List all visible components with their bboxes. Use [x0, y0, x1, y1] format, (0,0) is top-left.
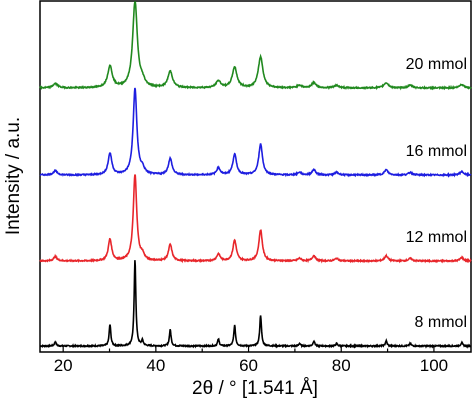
x-tick-label-40: 40 — [146, 356, 165, 375]
plot-frame — [39, 0, 472, 353]
x-tick-label-100: 100 — [420, 356, 448, 375]
x-axis-label: 2θ / ° [1.541 Å] — [192, 378, 318, 399]
series-label-8-mmol: 8 mmol — [415, 314, 467, 331]
series-line-8-mmol — [39, 260, 472, 349]
y-axis-label: Intensity / a.u. — [3, 117, 24, 235]
x-ticks: 20 40 60 80 100 — [54, 346, 448, 375]
x-tick-label-80: 80 — [332, 356, 351, 375]
series-label-20-mmol: 20 mmol — [406, 56, 467, 73]
series-label-16-mmol: 16 mmol — [406, 143, 467, 160]
series-line-20-mmol — [39, 1, 472, 91]
x-tick-label-60: 60 — [239, 356, 258, 375]
series-labels: 8 mmol 12 mmol 16 mmol 20 mmol — [406, 56, 467, 331]
series-layer — [39, 1, 472, 349]
series-label-12-mmol: 12 mmol — [406, 229, 467, 246]
plot-area: 20 40 60 80 100 8 mmol 12 mmol 16 mmol 20 mmol — [39, 0, 472, 375]
x-tick-label-20: 20 — [54, 356, 73, 375]
series-line-16-mmol — [39, 87, 472, 178]
series-line-12-mmol — [39, 174, 472, 264]
